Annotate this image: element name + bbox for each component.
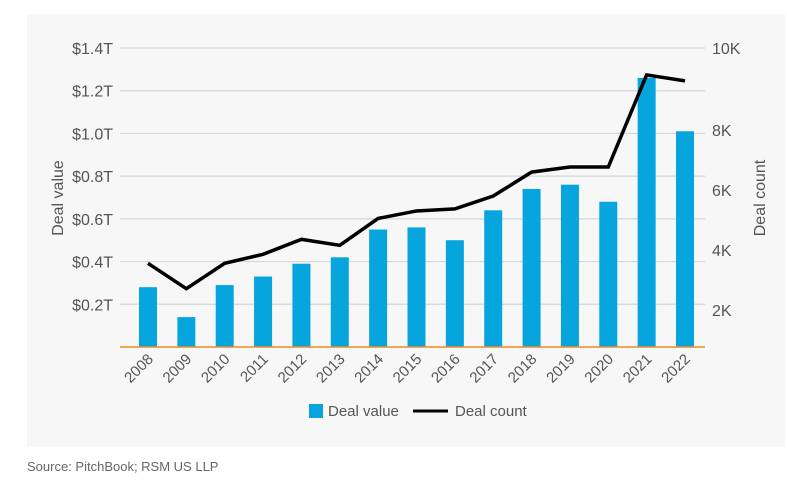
y-left-tick-label: $0.6T	[72, 212, 113, 229]
y-right-tick-label: 6K	[712, 183, 732, 200]
legend-label-deal-count: Deal count	[455, 403, 528, 420]
y-right-tick-label: 2K	[712, 303, 732, 320]
y-left-tick-label: $0.8T	[72, 169, 113, 186]
x-tick-label: 2008	[121, 351, 157, 387]
bar-2022	[676, 131, 694, 347]
y-left-tick-label: $1.2T	[72, 84, 113, 101]
x-tick-label: 2011	[237, 351, 272, 386]
x-tick-label: 2019	[543, 351, 579, 387]
legend-swatch-deal-value	[309, 404, 323, 418]
x-tick-label: 2022	[658, 351, 694, 387]
y-left-tick-label: $1.4T	[72, 41, 113, 58]
x-tick-label: 2015	[390, 351, 426, 387]
bar-2019	[560, 184, 579, 347]
chart-panel	[27, 14, 785, 447]
x-tick-label: 2014	[351, 351, 387, 387]
bar-2011	[254, 276, 273, 347]
bar-2016	[445, 240, 464, 347]
y-right-tick-label: 8K	[712, 123, 732, 140]
x-tick-label: 2009	[160, 351, 196, 387]
bar-2018	[522, 188, 541, 347]
source-note: Source: PitchBook; RSM US LLP	[27, 459, 219, 474]
bar-2015	[407, 227, 426, 347]
bar-2009	[177, 317, 196, 347]
legend-label-deal-value: Deal value	[328, 403, 399, 420]
bar-2020	[599, 201, 618, 347]
y-left-axis-title: Deal value	[50, 160, 67, 236]
bar-2014	[369, 229, 388, 347]
x-tick-label: 2021	[620, 351, 656, 387]
bar-2013	[330, 257, 349, 347]
x-tick-label: 2020	[581, 351, 617, 387]
y-right-axis-title: Deal count	[752, 159, 769, 236]
x-tick-label: 2018	[505, 351, 541, 387]
y-left-tick-label: $1.0T	[72, 126, 113, 143]
x-tick-label: 2012	[275, 351, 311, 387]
bar-2021	[637, 77, 656, 348]
bar-2008	[139, 287, 157, 347]
x-tick-label: 2017	[466, 351, 502, 387]
y-right-tick-label: 4K	[712, 243, 732, 260]
y-left-tick-label: $0.2T	[72, 297, 113, 314]
x-tick-label: 2016	[428, 351, 464, 387]
x-tick-label: 2013	[313, 351, 349, 387]
x-tick-label: 2010	[198, 351, 234, 387]
bar-2017	[484, 210, 503, 347]
bar-2010	[215, 285, 234, 347]
bar-2012	[292, 263, 311, 347]
y-right-tick-label: 10K	[712, 41, 741, 58]
y-left-tick-label: $0.4T	[72, 255, 113, 272]
